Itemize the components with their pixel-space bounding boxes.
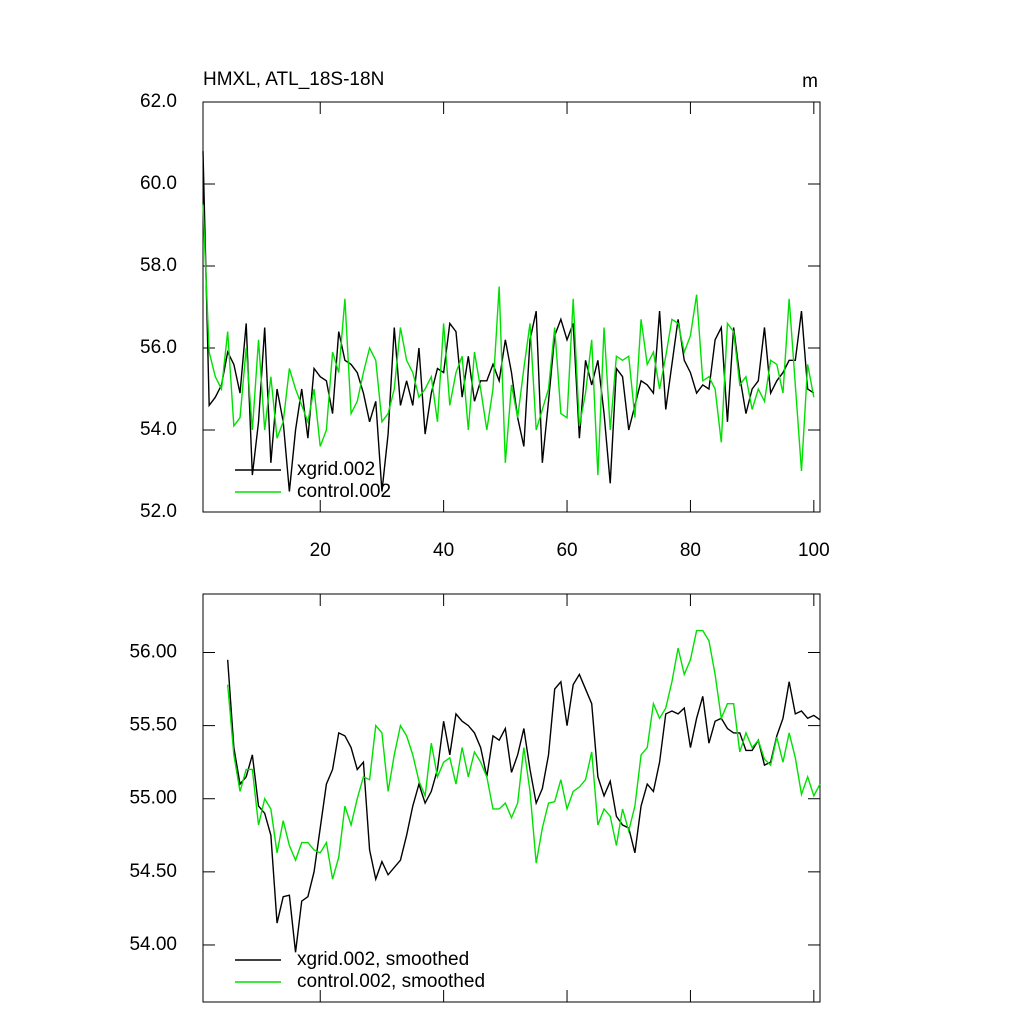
y-tick-label: 56.0 [140, 337, 177, 358]
legend-label: xgrid.002 [297, 459, 375, 480]
y-tick-label: 56.00 [129, 642, 177, 663]
data-line [202, 204, 815, 476]
data-line [202, 151, 815, 492]
x-tick-label: 60 [556, 540, 577, 561]
x-tick-label: 20 [310, 540, 331, 561]
y-tick-label: 52.0 [140, 501, 177, 522]
y-tick-label: 54.00 [129, 934, 177, 955]
legend-label: control.002 [297, 481, 391, 502]
legend-label: xgrid.002, smoothed [297, 949, 469, 970]
legend-label: control.002, smoothed [297, 971, 485, 992]
x-tick-label: 40 [433, 540, 454, 561]
x-tick-label: 80 [680, 540, 701, 561]
y-tick-label: 54.50 [129, 861, 177, 882]
y-tick-label: 60.0 [140, 173, 177, 194]
plot-frame [202, 593, 821, 1003]
x-tick-label: 100 [798, 540, 830, 561]
y-tick-label: 58.0 [140, 255, 177, 276]
units-label: m [802, 71, 818, 92]
y-tick-label: 54.0 [140, 419, 177, 440]
y-tick-label: 55.50 [129, 715, 177, 736]
plot-frame [202, 101, 821, 513]
chart-title: HMXL, ATL_18S-18N [203, 69, 384, 90]
y-tick-label: 62.0 [140, 91, 177, 112]
y-tick-label: 55.00 [129, 788, 177, 809]
data-line [226, 629, 821, 880]
